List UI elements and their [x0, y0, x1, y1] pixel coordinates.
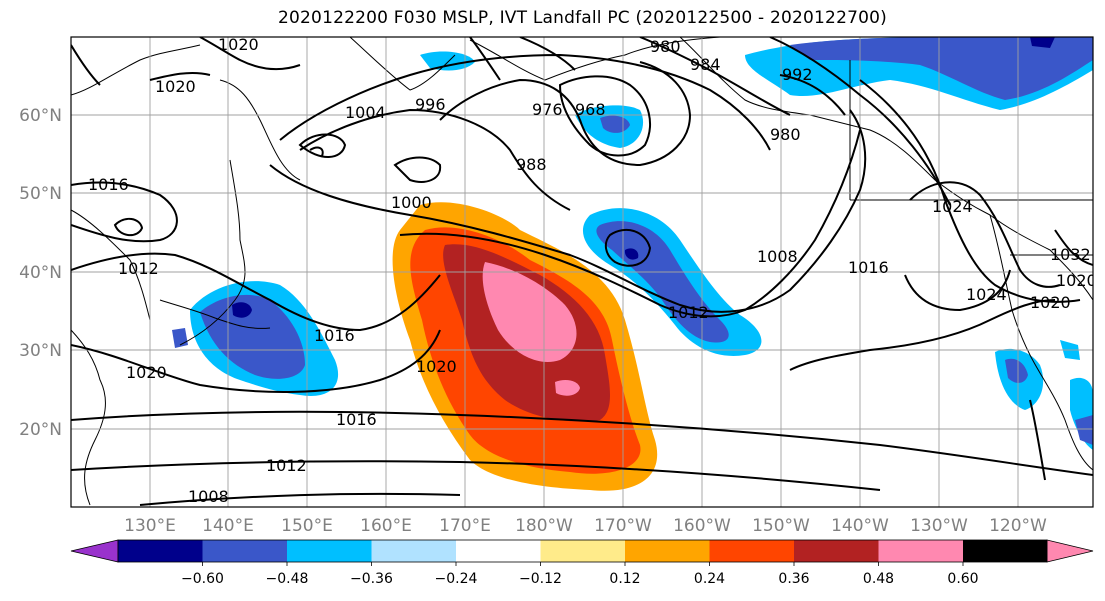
- colorbar-tick-label: 0.60: [947, 571, 978, 587]
- contour-label: 1012: [118, 259, 159, 278]
- mslp-contours: [71, 37, 1093, 506]
- contour-label: 1000: [391, 193, 432, 212]
- lat-label: 50°N: [19, 184, 62, 204]
- lon-label: 170°W: [594, 516, 652, 536]
- positive-ivt-plume: [392, 202, 658, 491]
- negative-ivt-westcoast: [995, 340, 1093, 450]
- negative-ivt-midpacific: [582, 208, 762, 356]
- colorbar-segment: [202, 540, 287, 562]
- colorbar-tick-label: 0.12: [609, 571, 640, 587]
- contour-label: 1024: [966, 285, 1007, 304]
- colorbar-tick-label: −0.12: [519, 571, 562, 587]
- negative-ivt-alaska: [420, 37, 1093, 148]
- contour-label: 1020: [416, 357, 457, 376]
- lon-label: 170°E: [439, 516, 491, 536]
- lon-label: 160°W: [673, 516, 731, 536]
- lon-label: 130°W: [910, 516, 968, 536]
- contour-label: 1020: [1056, 271, 1097, 290]
- lat-label: 60°N: [19, 106, 62, 126]
- colorbar-segment: [118, 540, 203, 562]
- contour-label: 1004: [345, 103, 386, 122]
- contour-label: 1012: [266, 456, 307, 475]
- colorbar-segment: [963, 540, 1047, 562]
- contour-label: 996: [415, 95, 446, 114]
- lon-label: 140°W: [831, 516, 889, 536]
- contour-label: 1020: [1030, 293, 1071, 312]
- contour-label: 988: [516, 155, 547, 174]
- colorbar-tick-label: 0.36: [778, 571, 809, 587]
- colorbar-frame: [117, 539, 1048, 563]
- contour-label: 1032: [1050, 245, 1091, 264]
- colorbar-tick-label: −0.36: [350, 571, 393, 587]
- contour-label: 1016: [88, 175, 129, 194]
- coastlines: [71, 37, 1093, 506]
- lon-label: 160°E: [360, 516, 412, 536]
- lon-label: 150°E: [281, 516, 333, 536]
- graticule: [71, 37, 1093, 507]
- colorbar-segment: [794, 540, 879, 562]
- contour-label: 1016: [314, 326, 355, 345]
- contour-label: 976: [532, 100, 563, 119]
- latitude-labels: 60°N 50°N 40°N 30°N 20°N: [19, 106, 62, 440]
- map-title: 2020122200 F030 MSLP, IVT Landfall PC (2…: [278, 8, 887, 28]
- lon-label: 150°W: [752, 516, 810, 536]
- contour-label: 1016: [336, 410, 377, 429]
- colorbar-tick-label: 0.48: [863, 571, 894, 587]
- contour-label: 1020: [218, 35, 259, 54]
- colorbar-tick-label: −0.48: [266, 571, 309, 587]
- lon-label: 140°E: [202, 516, 254, 536]
- colorbar-segment: [709, 540, 794, 562]
- contour-label: 1008: [757, 247, 798, 266]
- contour-label: 1012: [668, 303, 709, 322]
- contour-label: 968: [575, 100, 606, 119]
- colorbar-segment: [371, 540, 456, 562]
- colorbar-segment: [456, 540, 541, 562]
- colorbar: −0.60 −0.48 −0.36 −0.24 −0.12 0.12 0.24 …: [70, 539, 1094, 587]
- contour-label: 980: [770, 125, 801, 144]
- contour-labels: 1020 1020 1016 1012 1020 1016 1020 1016 …: [88, 35, 1097, 506]
- contour-label: 992: [782, 65, 813, 84]
- contour-label: 1016: [848, 258, 889, 277]
- colorbar-extend-low: [70, 539, 119, 563]
- colorbar-tick-label: 0.24: [694, 571, 725, 587]
- colorbar-segment: [878, 540, 963, 562]
- lon-label: 180°W: [515, 516, 573, 536]
- lon-label: 120°W: [989, 516, 1047, 536]
- colorbar-segment: [287, 540, 372, 562]
- longitude-labels: 130°E 140°E 150°E 160°E 170°E 180°W 170°…: [124, 516, 1047, 536]
- colorbar-segment: [540, 540, 625, 562]
- lat-label: 20°N: [19, 420, 62, 440]
- lon-label: 130°E: [124, 516, 176, 536]
- colorbar-extend-high: [1046, 539, 1094, 563]
- contour-label: 1020: [126, 363, 167, 382]
- lat-label: 30°N: [19, 341, 62, 361]
- map-frame: [70, 36, 1094, 508]
- lat-label: 40°N: [19, 263, 62, 283]
- colorbar-tick-label: −0.24: [435, 571, 478, 587]
- contour-label: 984: [690, 55, 721, 74]
- contour-label: 980: [650, 37, 681, 56]
- contour-label: 1024: [932, 197, 973, 216]
- contour-label: 1008: [188, 487, 229, 506]
- contour-label: 1020: [155, 77, 196, 96]
- colorbar-segment: [625, 540, 710, 562]
- colorbar-tick-label: −0.60: [181, 571, 224, 587]
